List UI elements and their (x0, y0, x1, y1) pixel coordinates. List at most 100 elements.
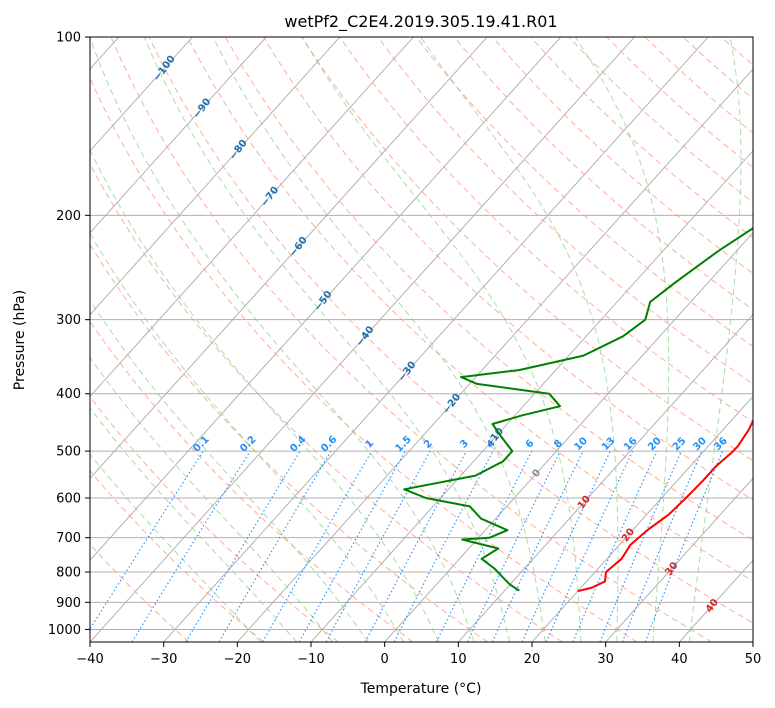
mixing-ratio-line (131, 450, 251, 642)
y-tick-label: 600 (56, 492, 81, 507)
moist-adiabat-line (90, 299, 369, 642)
dry-adiabat-line (644, 37, 753, 134)
plot-frame (89, 36, 754, 643)
dry-adiabat-line (568, 37, 753, 203)
profile-series (403, 227, 753, 593)
dry-adiabat-line (682, 37, 753, 100)
isotherm-label: −80 (228, 138, 250, 162)
dry-adiabat-line (530, 37, 753, 239)
mixing-ratio-label: 2 (422, 438, 435, 451)
x-tick-label: −20 (224, 652, 251, 667)
y-tick-label: 900 (56, 596, 81, 611)
mixing-ratio-line (90, 450, 204, 630)
x-tick-label: −10 (297, 652, 324, 667)
isotherm-label: −60 (288, 235, 310, 259)
isotherm-line (90, 37, 193, 152)
moist-adiabat-line (212, 37, 546, 642)
isotherm-label: −30 (396, 360, 418, 384)
isotherm-line (90, 37, 414, 398)
isotherm-label: −100 (151, 54, 177, 84)
dry-adiabat-line (90, 320, 414, 642)
dry-adiabat-line (453, 37, 753, 311)
y-tick-label: 200 (56, 209, 81, 224)
dry-adiabat-line (110, 37, 712, 642)
mixing-ratio-line (364, 450, 467, 642)
isotherm-line (90, 37, 267, 234)
mixing-ratio-line (298, 450, 406, 642)
mixing-ratio-label: 10 (572, 436, 590, 454)
y-tick-label: 800 (56, 566, 81, 581)
moist-adiabat-line (90, 453, 262, 642)
chart-title: wetPf2_C2E4.2019.305.19.41.R01 (284, 12, 557, 32)
mixing-ratio-label: 3 (458, 438, 471, 451)
mixing-ratio-line (621, 450, 703, 642)
mixing-ratio-line (435, 450, 533, 642)
dry-adiabat-line (606, 37, 753, 169)
mixing-ratio-line (262, 450, 373, 642)
dewpoint-profile-line (403, 227, 753, 592)
temperature-profile-line (577, 418, 753, 593)
y-tick-label: 100 (56, 31, 81, 46)
isotherm-line (236, 68, 753, 642)
dry-adiabat-line (377, 37, 753, 385)
dry-adiabat-line (90, 543, 190, 642)
isotherm-line (310, 150, 753, 642)
mixing-ratio-line (185, 450, 301, 642)
isotherm-line (457, 313, 753, 642)
x-tick-label: 20 (524, 652, 541, 667)
y-tick-label: 500 (56, 445, 81, 460)
isotherm-line (605, 477, 753, 642)
moist-adiabat-line (574, 37, 670, 642)
x-tick-label: 10 (450, 652, 467, 667)
x-tick-label: −40 (76, 652, 103, 667)
mixing-ratio-label: 1 (363, 438, 376, 451)
isotherm-line (531, 395, 753, 642)
dry-adiabat-line (90, 243, 488, 642)
dry-adiabat-line (224, 37, 753, 541)
mixing-ratio-label: 20 (646, 436, 664, 454)
mixing-ratio-line (325, 450, 431, 642)
moist-adiabat-line (688, 37, 742, 642)
mixing-ratio-line (572, 450, 658, 642)
dry-adiabat-line (148, 37, 753, 624)
isotherm-line (90, 37, 635, 642)
y-tick-label: 1000 (48, 623, 81, 638)
mixing-ratio-label: 25 (671, 435, 689, 453)
moist-adiabat-line (420, 37, 619, 642)
moist-adiabat-line (90, 407, 298, 642)
x-tick-label: −30 (150, 652, 177, 667)
moist-adiabat-line (143, 37, 511, 642)
isotherm-label: −20 (441, 392, 463, 416)
mixing-ratio-label: 30 (691, 435, 709, 453)
isotherm-line (163, 37, 709, 642)
y-axis: 100 200 300 400 500 600 700 800 900 1000 (48, 31, 90, 638)
mixing-ratio-line (599, 450, 682, 642)
dry-adiabat-line (415, 37, 753, 348)
mixing-ratio-label: 16 (622, 435, 640, 453)
mixing-ratio-line (545, 450, 633, 642)
x-tick-label: 50 (745, 652, 762, 667)
x-axis: −40 −30 −20 −10 0 10 20 30 40 50 (76, 642, 761, 667)
y-axis-label: Pressure (hPa) (12, 290, 28, 390)
dry-adiabat-line (90, 162, 563, 642)
isotherm-line (678, 559, 753, 642)
isotherm-line (90, 37, 488, 479)
isotherm-label: −90 (191, 96, 213, 120)
x-tick-label: 30 (597, 652, 614, 667)
moist-adiabat-line (90, 148, 440, 642)
isotherm-line (752, 641, 753, 642)
moist-adiabat-line (90, 356, 334, 642)
moist-adiabat-line (301, 37, 582, 642)
isotherm-line (384, 232, 753, 642)
mixing-ratio-line (644, 450, 724, 642)
x-axis-label: Temperature (°C) (360, 681, 482, 697)
dry-adiabat-line (720, 37, 753, 66)
mixing-ratio-line (467, 450, 561, 642)
mixing-ratio-label: 6 (524, 438, 537, 451)
x-tick-label: 0 (381, 652, 389, 667)
dry-adiabat-line (90, 396, 339, 642)
dry-adiabat-line (90, 470, 264, 642)
isotherm-line (90, 37, 562, 561)
y-tick-label: 700 (56, 531, 81, 546)
